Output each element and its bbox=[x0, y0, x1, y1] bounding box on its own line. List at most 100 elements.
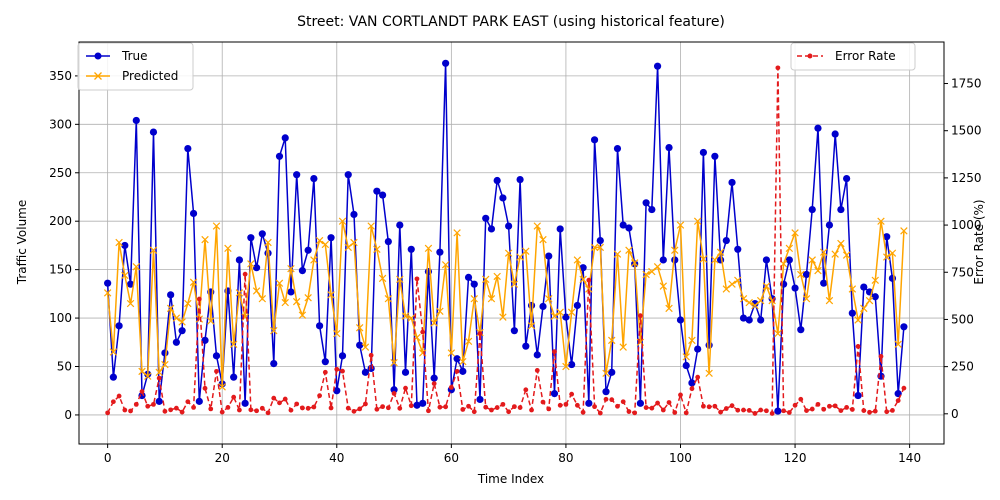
point-predicted bbox=[424, 244, 433, 253]
point-true bbox=[883, 233, 891, 241]
point-predicted bbox=[762, 282, 771, 290]
point-error-rate bbox=[414, 276, 420, 282]
point-true bbox=[510, 327, 518, 335]
point-predicted bbox=[281, 298, 289, 307]
point-predicted bbox=[184, 299, 192, 308]
point-predicted bbox=[613, 250, 622, 258]
point-true bbox=[172, 338, 180, 346]
point-predicted bbox=[676, 221, 685, 229]
point-predicted bbox=[814, 266, 822, 275]
y-tick-label-left: 0 bbox=[64, 408, 72, 422]
y-tick-label-right: 1000 bbox=[951, 218, 982, 232]
point-true bbox=[212, 352, 221, 360]
point-predicted bbox=[533, 222, 542, 230]
point-predicted bbox=[545, 294, 553, 303]
point-error-rate bbox=[798, 396, 804, 402]
point-error-rate bbox=[300, 405, 305, 411]
point-error-rate bbox=[351, 408, 357, 414]
point-predicted bbox=[441, 261, 450, 269]
point-predicted bbox=[212, 222, 221, 230]
point-predicted bbox=[355, 324, 364, 332]
point-error-rate bbox=[156, 375, 162, 381]
point-predicted bbox=[882, 253, 891, 261]
legend-left: True Predicted bbox=[77, 42, 194, 91]
point-error-rate bbox=[219, 409, 225, 415]
point-true bbox=[270, 360, 278, 368]
point-true bbox=[802, 270, 811, 279]
series-line-error-rate bbox=[106, 67, 905, 416]
y-tick-label-right: 750 bbox=[951, 265, 974, 279]
point-true bbox=[493, 176, 501, 185]
point-error-rate bbox=[637, 313, 643, 319]
point-error-rate bbox=[391, 391, 397, 396]
point-predicted bbox=[149, 246, 158, 254]
point-true bbox=[837, 205, 845, 214]
point-error-rate bbox=[809, 406, 815, 412]
point-error-rate bbox=[179, 409, 185, 415]
point-true bbox=[568, 360, 576, 369]
point-predicted bbox=[567, 308, 576, 316]
point-predicted bbox=[115, 238, 123, 247]
point-true bbox=[115, 322, 123, 330]
legend-label-error-rate: Error Rate bbox=[835, 49, 896, 63]
point-predicted bbox=[659, 282, 668, 290]
point-true bbox=[900, 323, 908, 331]
point-error-rate bbox=[574, 402, 580, 408]
y-tick-label-left: 100 bbox=[49, 311, 72, 325]
point-true bbox=[757, 316, 765, 324]
y-tick-label-right: 1250 bbox=[951, 171, 982, 185]
point-true bbox=[705, 341, 713, 349]
point-true bbox=[613, 144, 622, 153]
point-predicted bbox=[270, 326, 278, 335]
point-predicted bbox=[407, 314, 415, 322]
point-error-rate bbox=[706, 404, 712, 410]
point-predicted bbox=[126, 299, 135, 308]
y-tick-label-left: 50 bbox=[57, 360, 72, 374]
point-predicted bbox=[802, 294, 811, 303]
point-error-rate bbox=[380, 404, 386, 410]
point-true bbox=[104, 279, 112, 287]
point-error-rate bbox=[374, 406, 380, 412]
point-true bbox=[665, 143, 673, 152]
point-error-rate bbox=[683, 410, 689, 416]
point-error-rate bbox=[128, 408, 133, 414]
point-true bbox=[195, 397, 203, 405]
point-predicted bbox=[367, 222, 375, 230]
point-predicted bbox=[739, 294, 748, 303]
point-error-rate bbox=[580, 409, 586, 415]
point-true bbox=[860, 283, 868, 291]
plot-frame bbox=[78, 41, 945, 445]
point-true bbox=[820, 279, 828, 287]
point-predicted bbox=[315, 236, 324, 245]
point-predicted bbox=[894, 340, 902, 348]
point-true bbox=[831, 130, 839, 138]
point-error-rate bbox=[116, 393, 122, 399]
point-error-rate bbox=[746, 408, 752, 413]
legend-entry-true: True bbox=[86, 49, 148, 63]
point-predicted bbox=[155, 368, 163, 377]
point-predicted bbox=[527, 322, 536, 330]
point-true bbox=[482, 214, 490, 222]
point-predicted bbox=[344, 243, 352, 252]
point-true bbox=[556, 225, 564, 233]
y-axis-title-left: Traffic Volume bbox=[15, 200, 29, 286]
point-error-rate bbox=[191, 404, 196, 410]
point-error-rate bbox=[540, 399, 546, 405]
point-predicted bbox=[579, 275, 587, 284]
point-predicted bbox=[235, 289, 244, 297]
point-predicted bbox=[871, 276, 879, 285]
point-error-rate bbox=[305, 405, 311, 411]
point-predicted bbox=[665, 304, 673, 313]
point-true bbox=[808, 205, 816, 214]
point-error-rate bbox=[357, 406, 363, 412]
point-error-rate bbox=[712, 403, 718, 409]
point-error-rate bbox=[867, 409, 872, 415]
point-error-rate bbox=[534, 367, 540, 373]
point-predicted bbox=[361, 343, 370, 351]
point-error-rate bbox=[861, 408, 867, 413]
point-true bbox=[722, 236, 730, 245]
point-true bbox=[699, 148, 708, 157]
point-error-rate bbox=[832, 403, 838, 409]
point-error-rate bbox=[552, 349, 557, 355]
